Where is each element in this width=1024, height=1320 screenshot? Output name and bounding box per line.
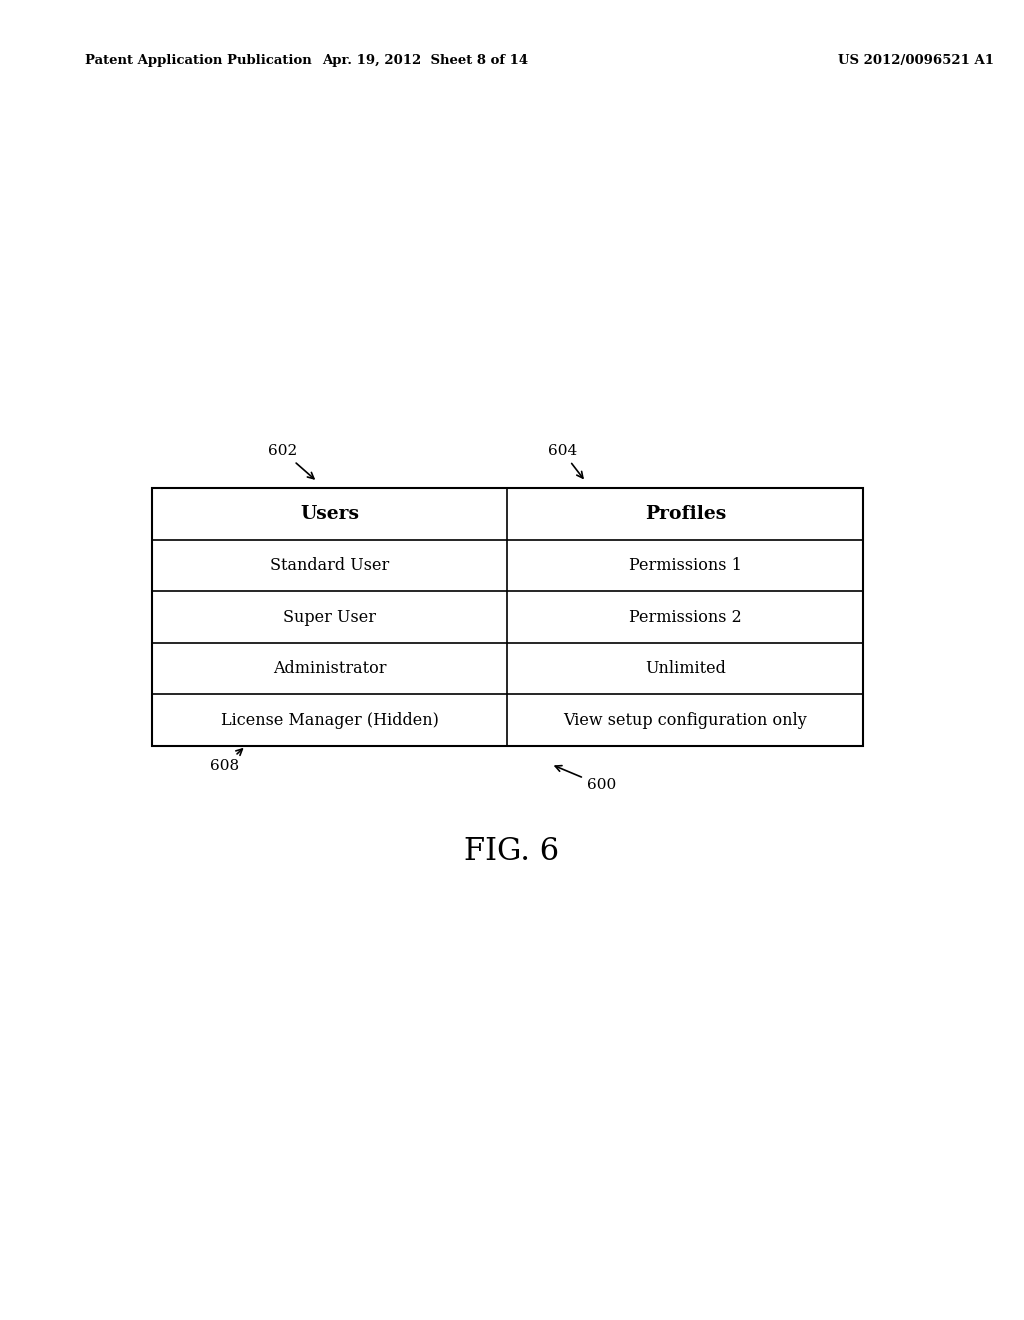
Text: Permissions 1: Permissions 1: [629, 557, 741, 574]
Text: View setup configuration only: View setup configuration only: [563, 711, 807, 729]
Text: Apr. 19, 2012  Sheet 8 of 14: Apr. 19, 2012 Sheet 8 of 14: [322, 54, 528, 66]
Text: 602: 602: [268, 445, 314, 479]
Text: 604: 604: [548, 445, 583, 478]
Text: FIG. 6: FIG. 6: [465, 836, 559, 867]
Text: US 2012/0096521 A1: US 2012/0096521 A1: [839, 54, 994, 66]
Text: Super User: Super User: [283, 609, 376, 626]
Text: Administrator: Administrator: [272, 660, 386, 677]
Text: Permissions 2: Permissions 2: [629, 609, 741, 626]
Text: Unlimited: Unlimited: [645, 660, 726, 677]
Text: Standard User: Standard User: [270, 557, 389, 574]
Text: Users: Users: [300, 506, 359, 523]
Text: Profiles: Profiles: [645, 506, 726, 523]
Text: Patent Application Publication: Patent Application Publication: [85, 54, 311, 66]
Text: 600: 600: [555, 766, 616, 792]
Text: 608: 608: [210, 748, 243, 772]
Bar: [152, 488, 863, 746]
Text: License Manager (Hidden): License Manager (Hidden): [220, 711, 438, 729]
